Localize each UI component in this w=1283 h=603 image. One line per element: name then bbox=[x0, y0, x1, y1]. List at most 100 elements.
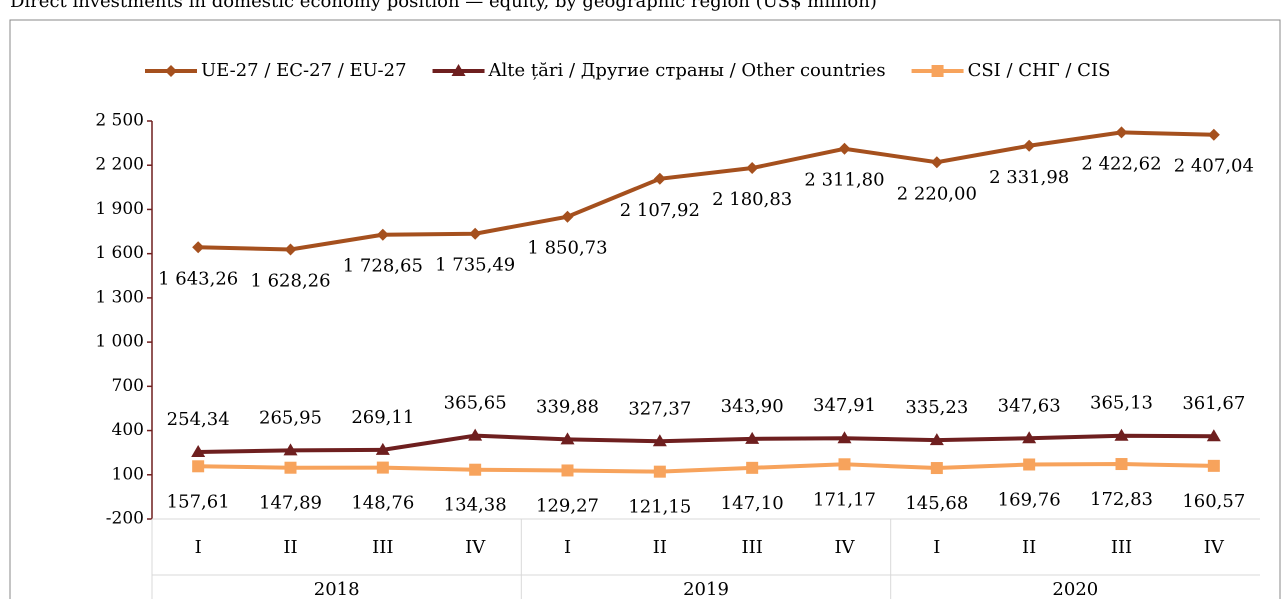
marker bbox=[746, 162, 759, 175]
marker bbox=[451, 64, 466, 76]
data-label: 2 180,83 bbox=[712, 189, 792, 210]
marker bbox=[1023, 139, 1036, 152]
data-label: 147,89 bbox=[259, 493, 322, 514]
y-tick-label: 1 600 bbox=[95, 243, 144, 263]
data-label: 365,65 bbox=[444, 393, 507, 414]
marker bbox=[192, 241, 205, 254]
year-label: 2020 bbox=[1052, 579, 1098, 599]
marker bbox=[653, 465, 666, 478]
marker bbox=[745, 431, 760, 444]
marker bbox=[165, 65, 177, 77]
y-tick-label: 2 500 bbox=[95, 111, 144, 131]
data-label: 1 628,26 bbox=[250, 271, 330, 292]
marker bbox=[191, 445, 206, 458]
series-line bbox=[198, 433, 1214, 455]
y-tick-label: 1 900 bbox=[95, 199, 144, 219]
x-tick-label: II bbox=[653, 537, 667, 558]
x-tick-label: II bbox=[1022, 537, 1036, 558]
chart-title: Direct investments in domestic economy p… bbox=[10, 0, 877, 12]
data-label: 339,88 bbox=[536, 396, 599, 417]
marker bbox=[284, 461, 297, 474]
marker bbox=[468, 428, 483, 441]
marker bbox=[929, 433, 944, 446]
y-tick-label: 100 bbox=[112, 464, 144, 484]
x-tick-label: I bbox=[933, 537, 940, 558]
marker bbox=[1114, 428, 1129, 441]
data-label: 269,11 bbox=[351, 407, 414, 428]
marker bbox=[560, 432, 575, 445]
marker bbox=[930, 462, 943, 475]
marker bbox=[192, 460, 205, 473]
x-tick-label: I bbox=[195, 537, 202, 558]
data-label: 172,83 bbox=[1090, 489, 1153, 510]
x-tick-label: IV bbox=[834, 537, 855, 558]
data-label: 347,91 bbox=[813, 395, 876, 416]
marker bbox=[376, 461, 389, 474]
marker bbox=[1115, 458, 1128, 471]
x-tick-label: III bbox=[1111, 537, 1132, 558]
data-label: 148,76 bbox=[351, 493, 414, 514]
marker bbox=[1207, 128, 1220, 141]
series-line bbox=[198, 462, 1214, 474]
data-label: 169,76 bbox=[998, 489, 1061, 510]
legend-label: CSI / СНГ / CIS bbox=[968, 60, 1111, 81]
legend-label: Alte țări / Другие страны / Other countr… bbox=[488, 60, 886, 81]
marker bbox=[746, 461, 759, 474]
marker bbox=[375, 442, 390, 455]
marker bbox=[469, 463, 482, 476]
marker bbox=[930, 156, 943, 169]
x-tick-label: I bbox=[564, 537, 571, 558]
y-tick-label: 2 200 bbox=[95, 155, 144, 175]
data-label: 171,17 bbox=[813, 489, 876, 510]
data-label: 361,67 bbox=[1182, 393, 1245, 414]
marker bbox=[838, 142, 851, 155]
data-label: 2 422,62 bbox=[1081, 153, 1161, 174]
data-label: 160,57 bbox=[1182, 491, 1245, 512]
marker bbox=[652, 434, 667, 447]
data-label: 1 728,65 bbox=[343, 256, 423, 277]
data-label: 365,13 bbox=[1090, 393, 1153, 414]
data-label: 1 850,73 bbox=[527, 238, 607, 259]
marker bbox=[931, 65, 944, 77]
data-label: 254,34 bbox=[167, 409, 230, 430]
data-label: 1 735,49 bbox=[435, 255, 515, 276]
data-label: 121,15 bbox=[628, 497, 691, 518]
x-tick-label: IV bbox=[465, 537, 486, 558]
series-line bbox=[198, 130, 1214, 252]
x-tick-label: III bbox=[741, 537, 762, 558]
marker bbox=[1022, 431, 1037, 444]
year-label: 2018 bbox=[314, 579, 360, 599]
data-label: 134,38 bbox=[444, 495, 507, 516]
y-tick-label: -200 bbox=[106, 509, 144, 529]
marker bbox=[837, 431, 852, 444]
data-label: 347,63 bbox=[998, 395, 1061, 416]
data-label: 265,95 bbox=[259, 407, 322, 428]
marker bbox=[469, 227, 482, 240]
x-tick-label: IV bbox=[1204, 537, 1225, 558]
data-label: 2 407,04 bbox=[1174, 156, 1254, 177]
x-tick-label: II bbox=[283, 537, 297, 558]
marker bbox=[283, 443, 298, 456]
marker bbox=[376, 228, 389, 241]
year-label: 2019 bbox=[683, 579, 729, 599]
marker bbox=[561, 464, 574, 477]
marker bbox=[1207, 459, 1220, 472]
marker bbox=[838, 458, 851, 471]
marker bbox=[1115, 126, 1128, 139]
legend-label: UE-27 / ЕС-27 / EU-27 bbox=[201, 60, 407, 81]
marker bbox=[561, 210, 574, 223]
marker bbox=[284, 243, 297, 256]
marker bbox=[653, 172, 666, 185]
data-label: 147,10 bbox=[721, 493, 784, 514]
y-tick-label: 1 300 bbox=[95, 287, 144, 307]
data-label: 343,90 bbox=[721, 396, 784, 417]
data-label: 2 311,80 bbox=[804, 170, 884, 191]
y-tick-label: 1 000 bbox=[95, 332, 144, 352]
data-label: 2 331,98 bbox=[989, 167, 1069, 188]
data-label: 157,61 bbox=[167, 491, 230, 512]
data-label: 2 107,92 bbox=[620, 200, 700, 221]
x-tick-label: III bbox=[372, 537, 393, 558]
y-tick-label: 700 bbox=[112, 376, 144, 396]
marker bbox=[1023, 458, 1036, 471]
